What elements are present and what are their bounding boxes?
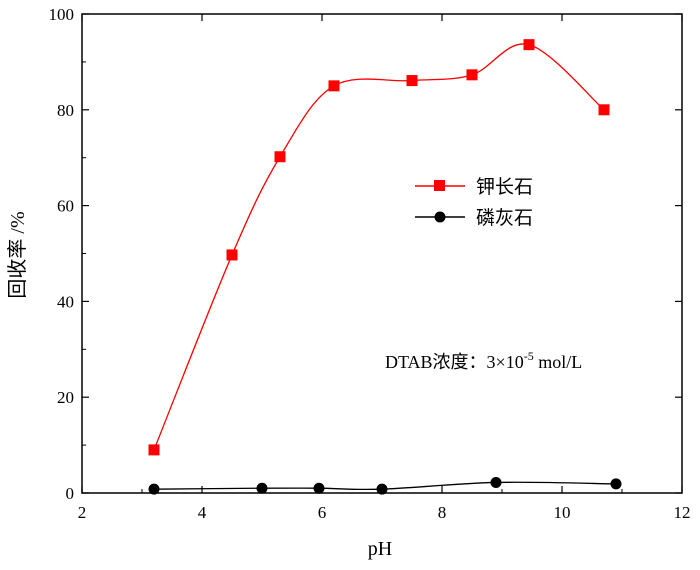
data-point-square [466, 69, 478, 81]
y-tick-label: 60 [57, 197, 74, 216]
plot-series [148, 39, 622, 495]
data-point-circle [148, 483, 160, 495]
y-tick-label: 100 [49, 5, 75, 24]
legend-label: 钾长石 [476, 176, 533, 198]
y-tick-label: 0 [66, 484, 75, 503]
legend-entry-1: 磷灰石 [415, 207, 533, 229]
annotation-prefix: DTAB浓度：3×10 [385, 352, 524, 372]
data-point-square [598, 104, 610, 116]
series-0 [148, 39, 610, 456]
x-axis-title: pH [368, 538, 392, 560]
data-point-square [274, 151, 286, 163]
data-point-square [523, 39, 535, 51]
concentration-annotation: DTAB浓度：3×10-5 mol/L [385, 349, 582, 372]
data-point-square [226, 249, 238, 261]
series-1 [148, 476, 622, 495]
legend-marker-circle [434, 211, 446, 223]
plot-frame [81, 13, 683, 494]
annotation-superscript: -5 [524, 349, 534, 363]
x-tick-label: 8 [438, 503, 447, 522]
data-point-square [148, 444, 160, 456]
legend-label: 磷灰石 [476, 207, 533, 229]
data-point-circle [313, 482, 325, 494]
x-tick-label: 10 [554, 503, 571, 522]
x-tick-label: 6 [318, 503, 327, 522]
x-tick-label: 12 [674, 503, 691, 522]
legend: 钾长石 磷灰石 [415, 176, 533, 229]
series-line [153, 43, 605, 451]
data-point-square [328, 80, 340, 92]
axes: 2 4 6 8 10 12 0 20 40 60 80 100 [49, 5, 691, 522]
data-point-circle [256, 482, 268, 494]
data-point-circle [610, 478, 622, 490]
data-point-circle [490, 476, 502, 488]
legend-entry-0: 钾长石 [415, 176, 533, 198]
y-axis-title: 回收率 /% [6, 211, 29, 298]
y-tick-label: 80 [57, 101, 74, 120]
x-tick-label: 2 [78, 503, 87, 522]
y-tick-label: 40 [57, 292, 74, 311]
legend-marker-square [434, 180, 445, 191]
data-point-circle [376, 483, 388, 495]
annotation-suffix: mol/L [534, 352, 583, 372]
y-tick-label: 20 [57, 388, 74, 407]
series-line [153, 481, 617, 491]
x-tick-label: 4 [198, 503, 207, 522]
data-point-square [406, 75, 418, 87]
